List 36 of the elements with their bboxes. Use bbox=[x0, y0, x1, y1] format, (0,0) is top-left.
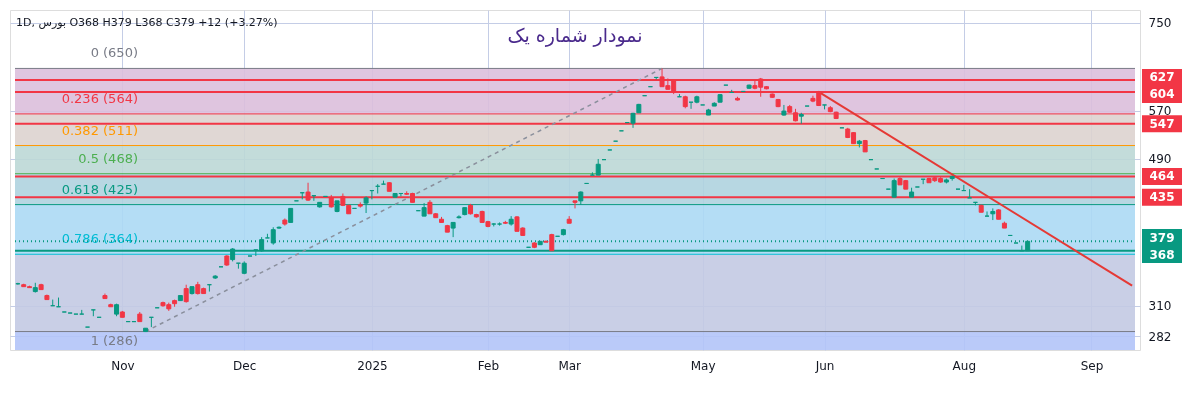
ref-line-label: 0 (650) bbox=[90, 45, 138, 61]
ref-line-label: 0.618 (425) bbox=[61, 181, 138, 197]
ref-line-label: 1 (286) bbox=[90, 332, 138, 348]
x-tick-label: 2025 bbox=[357, 358, 388, 373]
x-tick-label: Feb bbox=[477, 358, 500, 373]
candlestick bbox=[276, 225, 282, 230]
text: 379 bbox=[1149, 230, 1175, 245]
x-tick-label: Sep bbox=[1080, 358, 1104, 373]
ref-line-label: 0.236 (564) bbox=[61, 90, 138, 106]
x-tick-label: May bbox=[690, 358, 716, 373]
y-tick-label: 750 bbox=[1148, 16, 1172, 31]
y-tick-label: 310 bbox=[1148, 299, 1172, 314]
text: 464 bbox=[1149, 169, 1175, 184]
x-tick-label: Jun bbox=[814, 358, 835, 373]
ref-line-label: 0.5 (468) bbox=[78, 150, 138, 166]
x-tick-label: Aug bbox=[952, 358, 977, 373]
text: 547 bbox=[1149, 116, 1175, 131]
y-tick-label: 282 bbox=[1148, 329, 1172, 344]
candlestick bbox=[572, 200, 578, 209]
x-tick-label: Dec bbox=[233, 358, 257, 373]
text: 368 bbox=[1149, 247, 1175, 262]
x-tick-label: Nov bbox=[111, 358, 135, 373]
text: 1D, بورس O368 H379 L368 C379 +12 (+3.27%) bbox=[16, 16, 278, 29]
ref-line-label: 0.786 (364) bbox=[61, 231, 138, 247]
text: 435 bbox=[1149, 190, 1175, 205]
text: 604 bbox=[1149, 87, 1175, 102]
text: نمودار شماره یک bbox=[507, 24, 643, 47]
candlestick bbox=[450, 221, 456, 238]
candlestick bbox=[891, 178, 897, 198]
candlestick bbox=[984, 210, 990, 217]
candlestick bbox=[781, 104, 787, 117]
y-tick-label: 490 bbox=[1148, 152, 1172, 167]
x-tick-label: Mar bbox=[558, 358, 582, 373]
y-tick-label: 570 bbox=[1148, 104, 1172, 119]
ref-line-label: 0.382 (511) bbox=[61, 122, 138, 138]
text: 627 bbox=[1149, 70, 1175, 85]
